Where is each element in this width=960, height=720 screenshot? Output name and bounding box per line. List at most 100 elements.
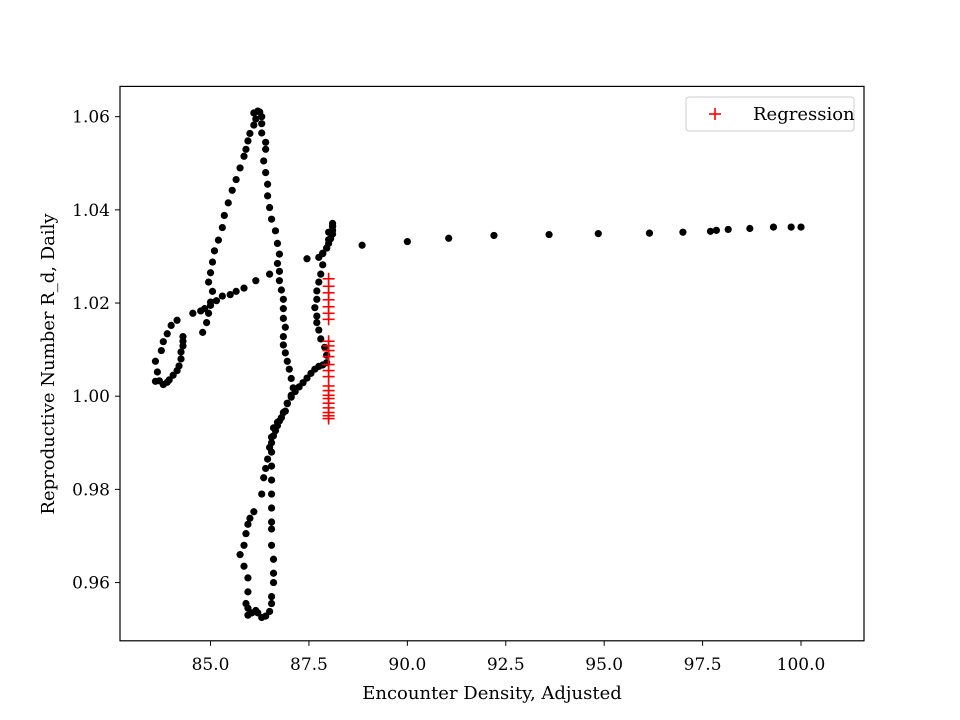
- data-point: [179, 342, 187, 350]
- data-point: [275, 277, 284, 285]
- data-point: [163, 330, 171, 338]
- data-point: [313, 312, 321, 320]
- data-point: [240, 284, 248, 292]
- axis-ticks: 85.0 87.5 90.0 92.5 95.0 97.5 100.0 0.96 0.98 1.0…: [72, 108, 825, 675]
- data-point: [281, 407, 289, 415]
- data-point: [313, 287, 321, 295]
- data-point: [208, 258, 217, 266]
- y-tick-label: 1.02: [72, 294, 110, 314]
- data-point: [281, 323, 289, 331]
- plot-area-frame: [119, 85, 865, 642]
- data-point: [787, 223, 795, 231]
- data-point: [258, 120, 266, 128]
- data-point: [267, 476, 276, 484]
- data-point: [252, 277, 260, 285]
- data-point: [177, 348, 185, 356]
- data-point: [208, 287, 217, 295]
- data-point: [232, 287, 240, 295]
- x-tick-label: 92.5: [487, 655, 525, 675]
- data-point: [279, 305, 287, 313]
- y-tick-label: 0.98: [72, 480, 110, 500]
- data-point: [265, 203, 274, 212]
- data-point: [315, 278, 323, 286]
- data-point: [769, 223, 778, 231]
- data-point: [244, 574, 252, 582]
- data-points: [151, 107, 805, 622]
- data-point: [287, 374, 295, 383]
- data-point: [173, 316, 181, 324]
- data-point: [262, 168, 270, 177]
- legend: Regression: [685, 96, 855, 132]
- data-point: [260, 474, 268, 482]
- data-point: [242, 530, 250, 538]
- data-point: [313, 295, 321, 303]
- data-point: [177, 355, 185, 363]
- data-point: [267, 433, 276, 441]
- data-point: [645, 229, 654, 237]
- data-point: [311, 304, 319, 312]
- data-point: [594, 230, 602, 238]
- data-point: [224, 199, 232, 207]
- data-point: [242, 599, 250, 608]
- y-tick-label: 0.96: [72, 574, 110, 594]
- y-axis-label: Reproductive Number R_d, Daily: [38, 213, 59, 515]
- legend-box: [685, 96, 855, 132]
- data-point: [281, 349, 289, 357]
- data-point: [269, 578, 278, 587]
- data-point: [252, 115, 260, 123]
- data-point: [273, 259, 282, 268]
- x-axis-label: Encounter Density, Adjusted: [362, 683, 622, 704]
- data-point: [210, 247, 219, 255]
- x-tick-label: 85.0: [192, 655, 230, 675]
- data-point: [220, 211, 228, 220]
- data-point: [285, 365, 293, 373]
- legend-marker-plus: [709, 108, 721, 120]
- data-point: [214, 236, 223, 244]
- data-point: [267, 215, 276, 223]
- data-point: [250, 121, 258, 129]
- data-point: [403, 237, 411, 246]
- data-point: [275, 267, 284, 275]
- data-point: [151, 377, 160, 385]
- data-point: [244, 520, 252, 528]
- data-point: [258, 490, 266, 498]
- data-point: [490, 231, 498, 240]
- data-point: [269, 424, 278, 432]
- data-point: [319, 250, 327, 258]
- y-tick-label: 1.00: [72, 387, 110, 407]
- data-point: [275, 250, 284, 258]
- data-point: [244, 588, 252, 596]
- data-point: [706, 227, 715, 235]
- data-point: [323, 244, 331, 252]
- data-point: [201, 305, 209, 313]
- data-point: [267, 541, 276, 549]
- data-point: [258, 129, 266, 137]
- data-point: [206, 301, 215, 309]
- data-point: [303, 255, 311, 263]
- data-point: [218, 223, 226, 232]
- data-point: [267, 490, 276, 498]
- data-point: [267, 525, 276, 533]
- x-tick-label: 97.5: [684, 655, 722, 675]
- data-point: [445, 234, 453, 242]
- data-point: [267, 504, 276, 512]
- data-point: [264, 192, 272, 200]
- data-point: [545, 230, 553, 239]
- data-point: [746, 224, 754, 233]
- data-point: [153, 368, 161, 376]
- data-point: [273, 239, 282, 248]
- data-point: [277, 414, 285, 422]
- data-point: [289, 384, 297, 392]
- data-point: [242, 145, 250, 153]
- data-point: [269, 569, 278, 577]
- data-point: [325, 236, 333, 244]
- data-point: [151, 357, 160, 365]
- data-point: [712, 226, 720, 234]
- data-point: [325, 228, 333, 236]
- data-point: [328, 222, 337, 230]
- data-point: [283, 400, 291, 408]
- data-point: [269, 555, 278, 563]
- data-point: [250, 508, 258, 516]
- data-point: [279, 295, 287, 303]
